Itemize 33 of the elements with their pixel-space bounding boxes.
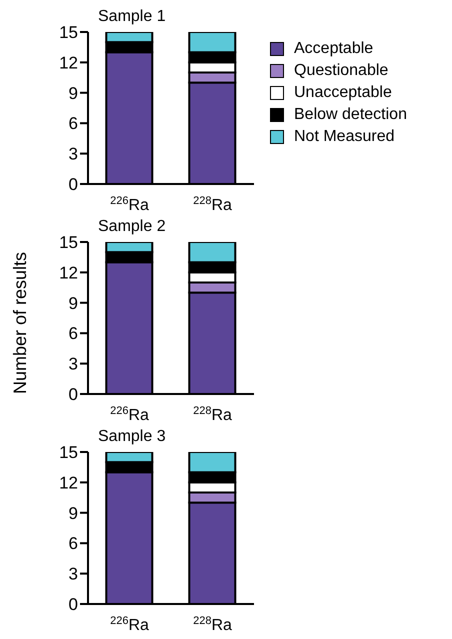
y-tick-label: 9 bbox=[68, 84, 78, 103]
y-tick-label: 15 bbox=[59, 23, 78, 42]
y-tick-label: 15 bbox=[59, 443, 78, 462]
chart-title: Sample 3 bbox=[98, 428, 166, 446]
y-tick-label: 9 bbox=[68, 504, 78, 523]
legend-label: Unacceptable bbox=[294, 83, 392, 103]
chart-title: Sample 1 bbox=[98, 8, 166, 26]
y-tick-label: 3 bbox=[68, 354, 78, 374]
y-tick-label: 0 bbox=[68, 175, 78, 194]
chart-title: Sample 2 bbox=[98, 218, 166, 236]
y-tick-label: 12 bbox=[59, 263, 78, 282]
y-tick-label: 3 bbox=[68, 564, 78, 584]
x-tick-label: $^{228}$Ra bbox=[193, 195, 232, 214]
y-tick-label: 9 bbox=[68, 294, 78, 313]
y-tick-label: 6 bbox=[68, 114, 78, 134]
x-tick-label: $^{226}$Ra bbox=[110, 615, 150, 634]
legend-label: Below detection bbox=[294, 105, 407, 125]
y-tick-label: 12 bbox=[59, 53, 78, 72]
y-tick-label: 0 bbox=[68, 385, 78, 404]
legend-label: Acceptable bbox=[294, 39, 374, 59]
legend-label: Not Measured bbox=[294, 127, 394, 147]
x-tick-label: $^{226}$Ra bbox=[110, 195, 150, 214]
x-tick-label: $^{226}$Ra bbox=[110, 405, 150, 424]
y-tick-label: 12 bbox=[59, 473, 78, 492]
y-axis-title: Number of results bbox=[10, 252, 30, 394]
legend-label: Questionable bbox=[294, 61, 388, 81]
x-tick-label: $^{228}$Ra bbox=[193, 615, 232, 634]
y-tick-label: 3 bbox=[68, 144, 78, 164]
y-tick-label: 6 bbox=[68, 534, 78, 554]
y-tick-label: 0 bbox=[68, 595, 78, 614]
x-tick-label: $^{228}$Ra bbox=[193, 405, 232, 424]
y-tick-label: 15 bbox=[59, 233, 78, 252]
y-tick-label: 6 bbox=[68, 324, 78, 344]
